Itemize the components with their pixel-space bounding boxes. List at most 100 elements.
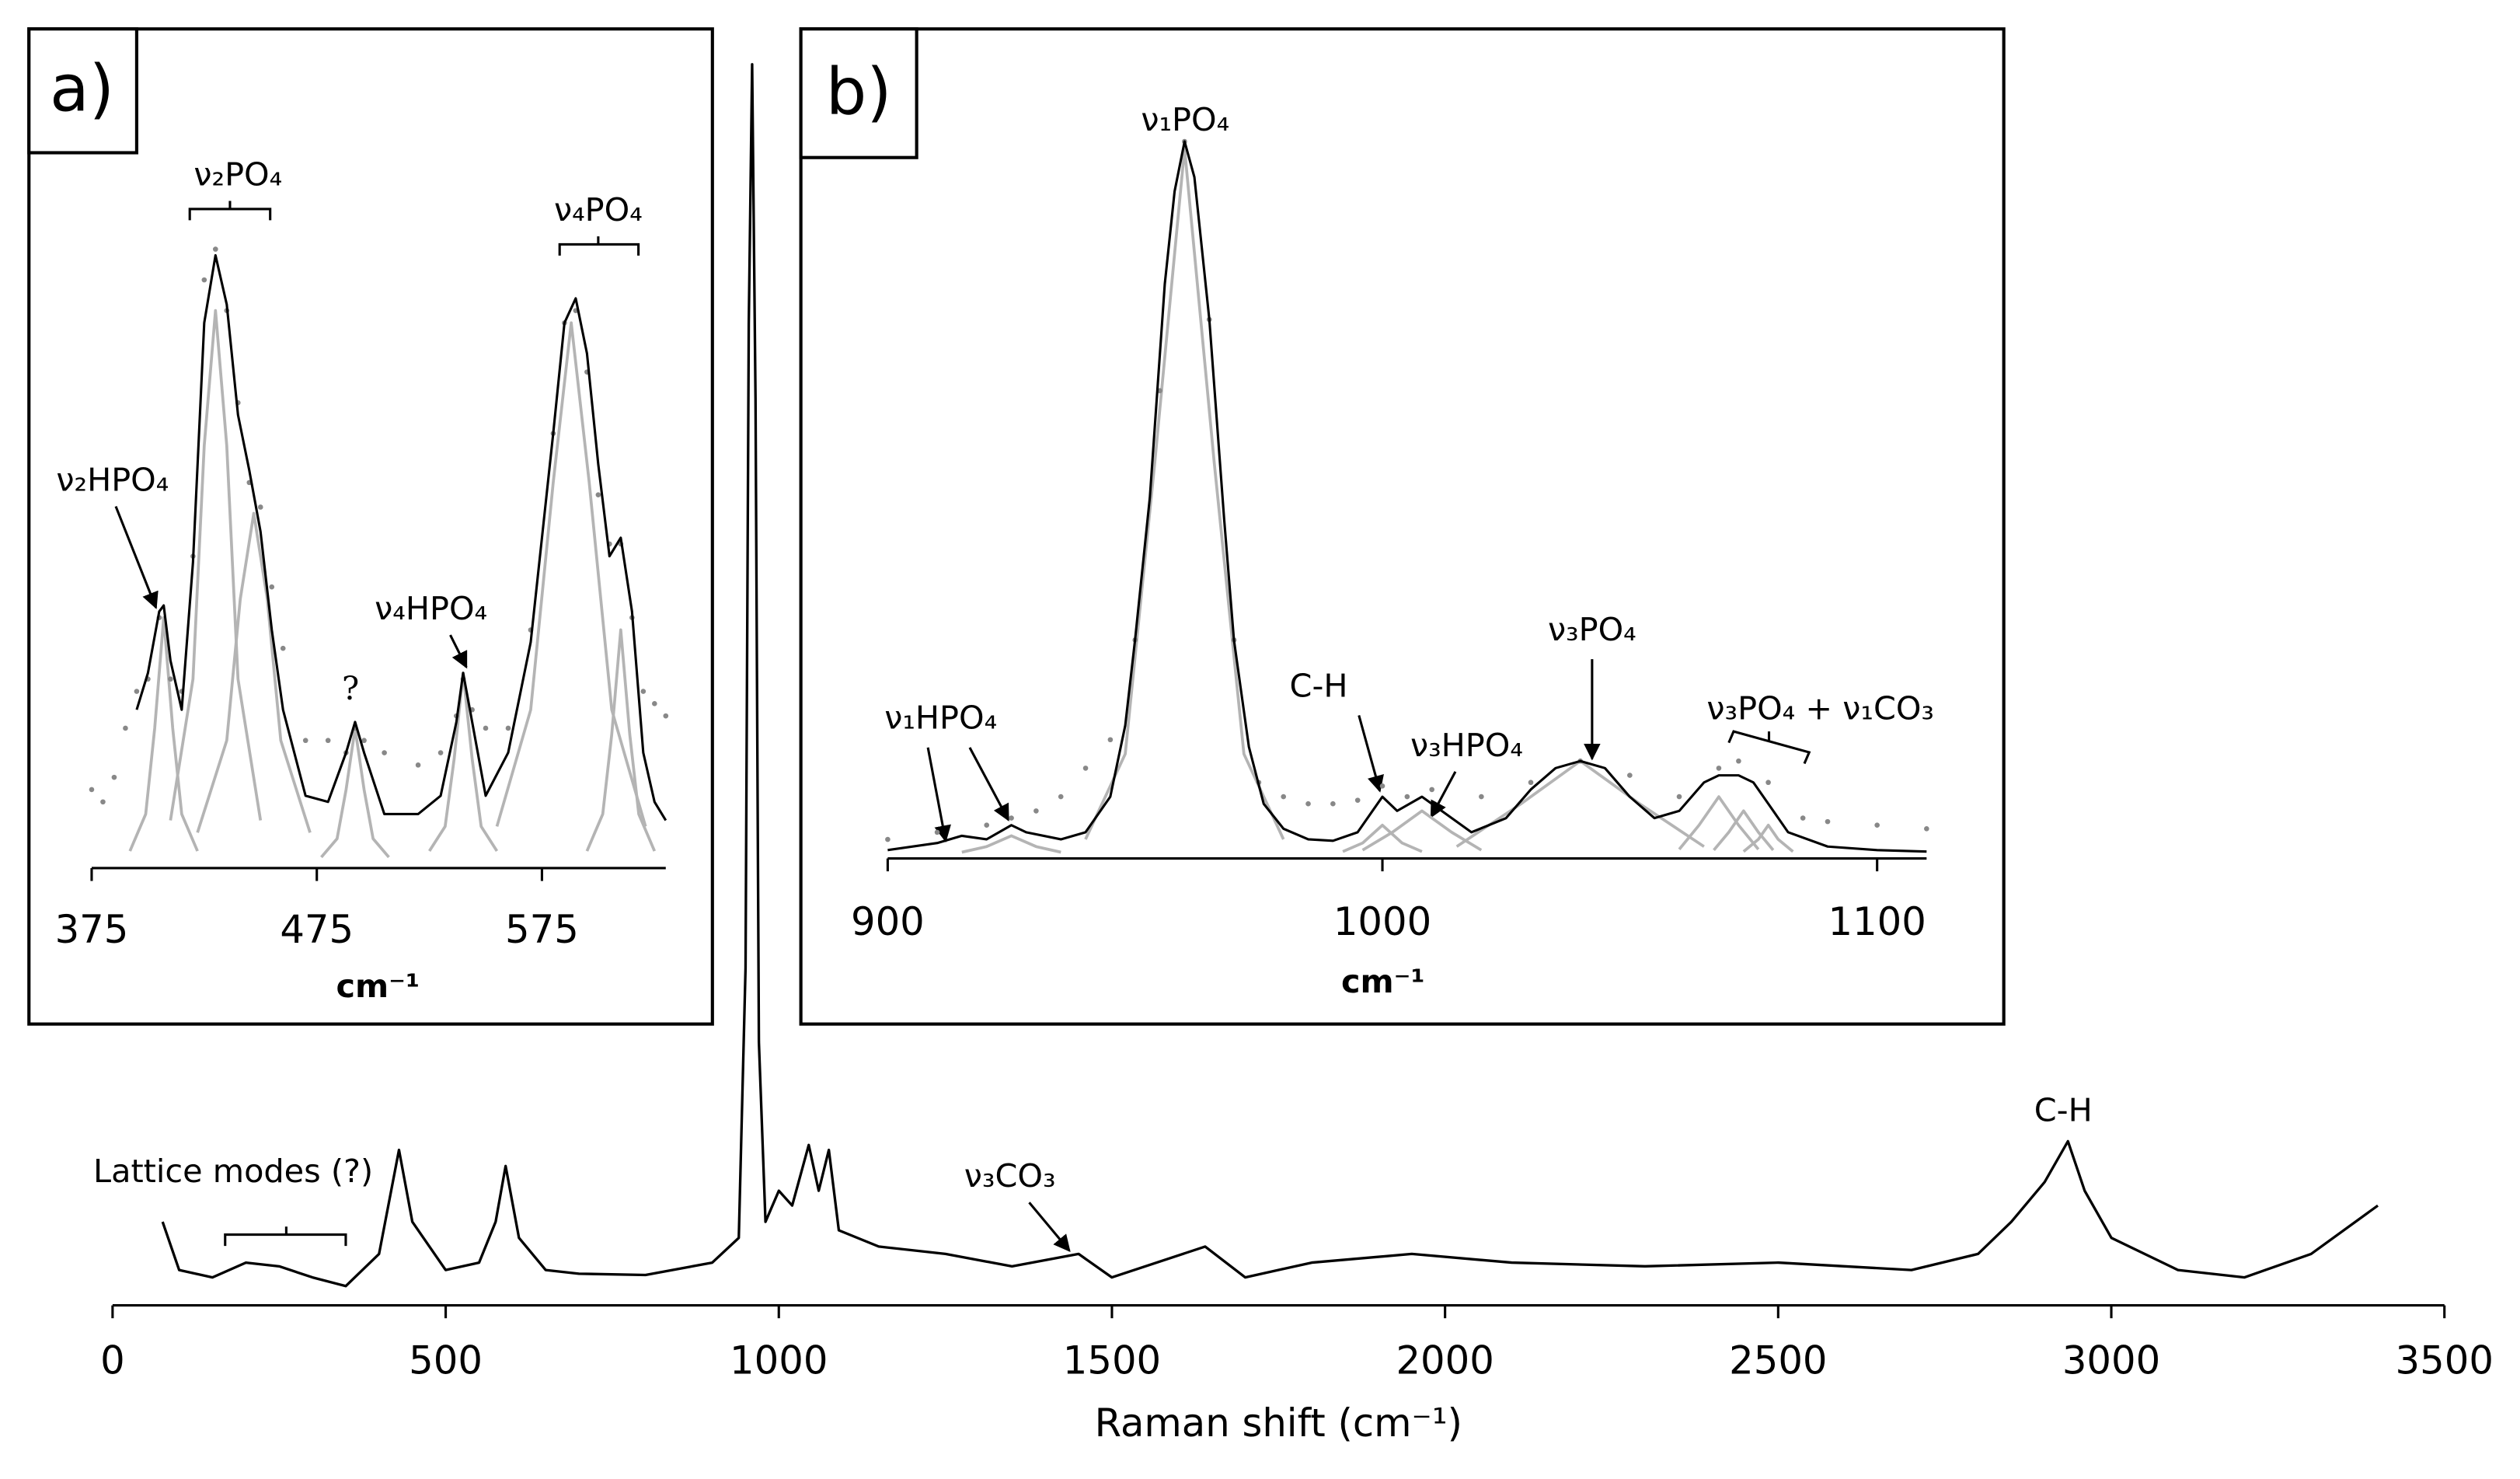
annotation: Lattice modes (?) [93, 1153, 373, 1190]
measured-point [483, 725, 489, 731]
component-peak [128, 616, 199, 852]
annotation: ν₃PO₄ [1548, 611, 1636, 648]
x-tick-label: 900 [851, 899, 925, 944]
spectrum-line [161, 63, 2379, 1288]
panel-label-box [27, 27, 138, 155]
arrow [926, 747, 951, 842]
measured-point [134, 689, 140, 694]
annotation: ν₄PO₄ [554, 191, 643, 228]
fit-line [887, 140, 1927, 853]
annotation: ν₃PO₄ + ν₁CO₃ [1706, 689, 1934, 727]
measured-point [505, 725, 511, 731]
inset-frame [27, 27, 714, 1026]
measured-point [1528, 780, 1534, 786]
measured-point [1924, 825, 1929, 832]
measured-point [984, 822, 990, 828]
bracket [558, 236, 640, 256]
component-peak [1342, 823, 1423, 853]
measured-point [1479, 794, 1484, 800]
measured-point [415, 762, 421, 768]
x-tick-label: 1100 [1828, 899, 1926, 944]
measured-point [1058, 794, 1064, 800]
measured-point [1330, 801, 1336, 807]
annotation: ν₁PO₄ [1141, 101, 1229, 138]
annotation: C-H [2034, 1091, 2093, 1128]
measured-point [1082, 766, 1089, 771]
measured-point [1765, 780, 1771, 786]
measured-point [1429, 787, 1435, 793]
bracket [1727, 730, 1811, 765]
panel-label-box [799, 27, 918, 159]
x-tick-label: 3500 [2396, 1338, 2494, 1383]
measured-point [382, 750, 387, 755]
measured-point [100, 799, 106, 805]
measured-point [325, 738, 331, 744]
arrow [449, 634, 468, 669]
measured-point [1009, 815, 1014, 821]
x-tick-label: 475 [280, 907, 354, 952]
component-peak [495, 321, 647, 827]
measured-point [1305, 801, 1311, 807]
arrow [1358, 715, 1384, 793]
measured-point [302, 738, 308, 744]
component-peak [196, 511, 312, 833]
measured-point [168, 676, 173, 682]
x-tick-label: 1500 [1063, 1338, 1161, 1383]
measured-point [89, 787, 95, 793]
x-tick-label: 2000 [1396, 1338, 1494, 1383]
annotation: ν₃HPO₄ [1410, 727, 1523, 764]
measured-point [640, 689, 647, 694]
inset-b: b) cm⁻¹ ν₁PO₄ ν₁HPO₄ C-H ν₃HPO₄ ν₃PO₄ ν₃… [799, 27, 2006, 1026]
measured-point [1676, 794, 1682, 800]
measured-point [1107, 737, 1114, 743]
annotation: ν₁HPO₄ [884, 699, 997, 737]
measured-point [934, 829, 940, 835]
measured-point [651, 701, 657, 706]
measured-point [1874, 822, 1880, 828]
component-peak [585, 628, 657, 852]
x-tick-label: 2500 [1729, 1338, 1827, 1383]
measured-point [1033, 808, 1039, 814]
x-tick-label: 575 [505, 907, 579, 952]
component-peak [1713, 809, 1775, 852]
measured-point [257, 504, 263, 510]
measured-point [123, 725, 128, 731]
measured-point [1800, 815, 1806, 821]
inset-a: a) cm⁻¹ ν₂PO₄ ν₄PO₄ ν₂HPO₄ ν₄HPO₄ ? 375 4… [27, 27, 714, 1026]
bracket [224, 1226, 347, 1247]
measured-point [1281, 794, 1287, 800]
measured-point [885, 836, 891, 842]
measured-point [1354, 797, 1361, 803]
measured-point [595, 492, 601, 497]
x-tick-label: 1000 [1333, 899, 1431, 944]
x-tick-label: 3000 [2062, 1338, 2160, 1383]
arrow [1028, 1202, 1071, 1252]
measured-point [269, 584, 275, 590]
arrow [1430, 771, 1457, 818]
measured-point [1825, 818, 1831, 825]
panel-label: b) [826, 54, 892, 130]
annotation: ν₂HPO₄ [56, 462, 169, 499]
x-axis-label: cm⁻¹ [1341, 963, 1425, 1000]
measured-point [111, 774, 117, 780]
arrow [968, 747, 1009, 821]
annotation: ν₂PO₄ [193, 156, 282, 194]
measured-point [663, 713, 669, 719]
component-peak [1084, 147, 1285, 840]
x-tick-label: 375 [55, 907, 129, 952]
annotation: ν₄HPO₄ [375, 590, 487, 627]
arrow [114, 505, 159, 609]
inset-frame [799, 27, 2006, 1026]
measured-point [437, 750, 444, 755]
panel-label: a) [50, 51, 114, 126]
measured-point [201, 277, 207, 283]
x-tick-label: 500 [409, 1338, 483, 1383]
component-peak [169, 309, 263, 821]
component-peak [1361, 809, 1483, 852]
annotation: ν₃CO₃ [964, 1157, 1056, 1195]
x-axis-label: cm⁻¹ [336, 968, 420, 1005]
main-chart: Raman shift (cm⁻¹) Lattice modes (?) ν₃C… [93, 63, 2494, 1446]
measured-point [213, 246, 218, 252]
component-peak [1678, 795, 1760, 850]
